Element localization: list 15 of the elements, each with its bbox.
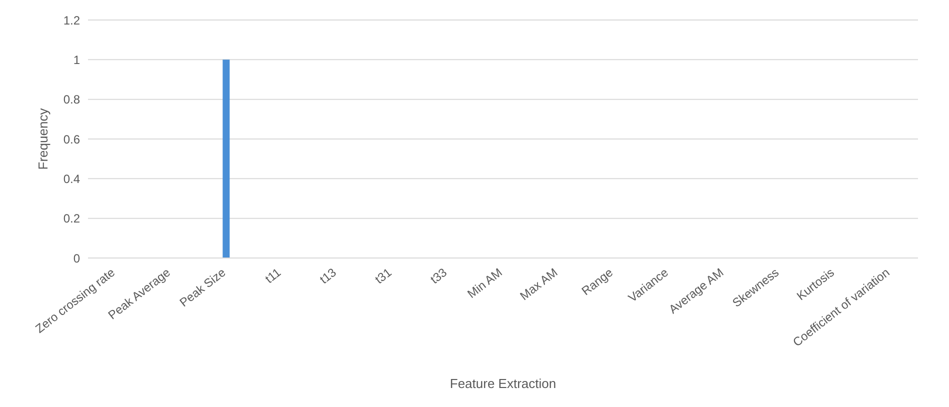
y-tick-label: 1 <box>73 52 80 67</box>
x-axis-title: Feature Extraction <box>450 376 556 391</box>
x-tick-label: t33 <box>428 265 450 287</box>
y-axis-title: Frequency <box>36 108 51 170</box>
y-tick-label: 1.2 <box>63 13 80 28</box>
x-tick-label: t13 <box>317 265 340 287</box>
x-tick-label: Min AM <box>464 265 505 301</box>
y-tick-label: 0.8 <box>63 92 80 107</box>
x-tick-label: t11 <box>262 265 284 286</box>
y-tick-label: 0.6 <box>63 132 80 146</box>
y-tick-label: 0.2 <box>63 212 80 226</box>
y-tick-label: 0.4 <box>63 172 80 186</box>
x-tick-label: t31 <box>372 265 394 287</box>
x-tick-label: Max AM <box>517 265 560 304</box>
y-tick-label: 0 <box>73 251 80 266</box>
